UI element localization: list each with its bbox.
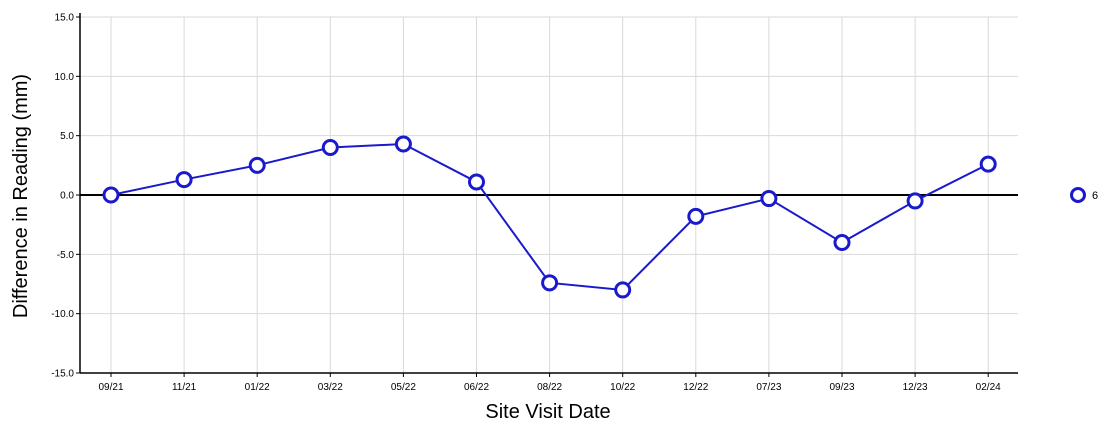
x-tick-label: 03/22 [318,382,343,393]
x-tick-label: 08/22 [537,382,562,393]
x-tick-label: 10/22 [610,382,635,393]
data-point [979,155,997,173]
x-tick-label: 05/22 [391,382,416,393]
data-point [833,233,851,251]
y-tick-label: -15.0 [51,369,74,380]
legend-marker [1070,187,1086,203]
x-tick-label: 11/21 [172,382,197,393]
data-point [541,274,559,292]
data-point [102,186,120,204]
x-tick-label: 09/21 [98,382,123,393]
y-tick-label: 15.0 [55,13,75,24]
x-tick-label: 01/22 [245,382,270,393]
data-point [687,207,705,225]
axes [79,13,1018,374]
data-point [394,135,412,153]
x-axis-ticks: 09/21 11/21 01/22 03/22 05/22 06/22 08/22 10/22… [98,373,1001,393]
data-point [321,139,339,157]
x-tick-label: 12/22 [683,382,708,393]
x-axis-title: Site Visit Date [485,401,610,423]
data-point [468,173,485,191]
data-point [614,281,632,299]
y-tick-label: 0.0 [60,191,74,202]
legend-label: 6 [1092,190,1098,202]
y-axis-title: Difference in Reading (mm) [10,74,32,318]
x-tick-label: 02/24 [976,382,1001,393]
x-tick-label: 12/23 [903,382,928,393]
data-point [906,192,924,210]
y-tick-label: -5.0 [57,250,75,261]
y-tick-label: -10.0 [51,309,74,320]
legend: 6 [1070,187,1098,203]
data-point [175,171,193,189]
x-tick-label: 07/23 [756,382,781,393]
y-tick-label: 10.0 [55,72,75,83]
y-tick-label: 5.0 [60,131,74,142]
series-layer [102,135,997,299]
data-point [760,190,778,208]
data-point [248,156,266,174]
y-axis-ticks: -15.0 -10.0 -5.0 0.0 5.0 10.0 15.0 [51,13,80,380]
x-tick-label: 06/22 [464,382,489,393]
x-tick-label: 09/23 [829,382,854,393]
